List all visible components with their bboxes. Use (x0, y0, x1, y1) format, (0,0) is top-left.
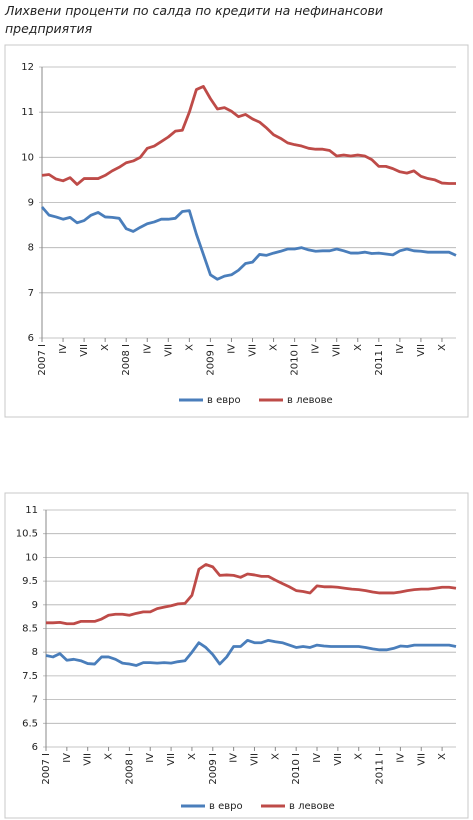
x-tick-label: VII (248, 344, 259, 357)
legend-label: в евро (207, 395, 241, 406)
x-tick-label: VII (163, 344, 174, 357)
x-tick-label: 2008 I (121, 344, 132, 376)
y-tick-label: 9 (28, 198, 34, 209)
x-tick-label: IV (312, 753, 323, 763)
data-line (46, 563, 457, 626)
x-tick-label: 2010 I (290, 344, 301, 376)
y-tick-label: 9 (32, 600, 38, 611)
chart-frame (4, 492, 469, 819)
x-tick-label: IV (311, 344, 322, 354)
x-tick-label: VII (416, 753, 427, 766)
x-tick-label: X (187, 753, 198, 760)
y-tick-label: 8 (32, 647, 38, 658)
x-tick-label: X (437, 753, 448, 760)
x-tick-label: VII (249, 753, 260, 766)
x-tick-label: VII (333, 753, 344, 766)
y-tick-label: 8.5 (22, 624, 38, 635)
x-tick-label: IV (395, 753, 406, 763)
x-tick-label: VII (79, 344, 90, 357)
data-line (40, 206, 457, 281)
y-tick-label: 7.5 (22, 671, 38, 682)
x-tick-label: 2009 I (208, 753, 219, 785)
x-tick-label: 2009 I (205, 344, 216, 376)
y-tick-label: 12 (21, 62, 34, 73)
y-tick-label: 10.5 (16, 529, 38, 540)
y-tick-label: 11 (21, 107, 34, 118)
x-tick-label: VII (83, 753, 94, 766)
y-tick-label: 6 (32, 742, 38, 753)
x-tick-label: X (184, 344, 195, 351)
x-tick-label: VII (416, 344, 427, 357)
x-tick-label: X (270, 753, 281, 760)
y-tick-label: 10 (25, 552, 38, 563)
x-tick-label: X (354, 753, 365, 760)
data-line (41, 85, 456, 186)
chart-frame (4, 44, 469, 418)
x-tick-label: IV (395, 344, 406, 354)
legend-label: в левове (289, 801, 335, 812)
x-tick-label: 2008 I (124, 753, 135, 785)
legend-label: в евро (209, 801, 243, 812)
x-tick-label: 2007 I (41, 753, 52, 785)
x-tick-label: X (104, 753, 115, 760)
y-tick-label: 7 (28, 288, 34, 299)
y-tick-label: 8 (28, 243, 34, 254)
x-tick-label: X (353, 344, 364, 351)
y-tick-label: 11 (25, 505, 38, 516)
x-tick-label: IV (229, 753, 240, 763)
y-tick-label: 9.5 (22, 576, 38, 587)
x-tick-label: IV (62, 753, 73, 763)
y-tick-label: 10 (21, 152, 34, 163)
x-tick-label: X (100, 344, 111, 351)
x-tick-label: 2010 I (291, 753, 302, 785)
legend-label: в левове (287, 395, 333, 406)
data-line (45, 638, 457, 667)
x-tick-label: X (437, 344, 448, 351)
y-tick-label: 7 (32, 695, 38, 706)
x-tick-label: X (269, 344, 280, 351)
x-tick-label: IV (226, 344, 237, 354)
y-tick-label: 6.5 (22, 718, 38, 729)
y-tick-label: 6 (28, 333, 34, 344)
x-tick-label: IV (145, 753, 156, 763)
x-tick-label: 2011 I (374, 344, 385, 376)
x-tick-label: IV (58, 344, 69, 354)
x-tick-label: 2011 I (375, 753, 386, 785)
chart-title: Лихвени проценти по салда по кредити на … (4, 3, 383, 36)
x-tick-label: VII (332, 344, 343, 357)
x-tick-label: IV (142, 344, 153, 354)
x-tick-label: VII (166, 753, 177, 766)
x-tick-label: 2007 I (37, 344, 48, 376)
